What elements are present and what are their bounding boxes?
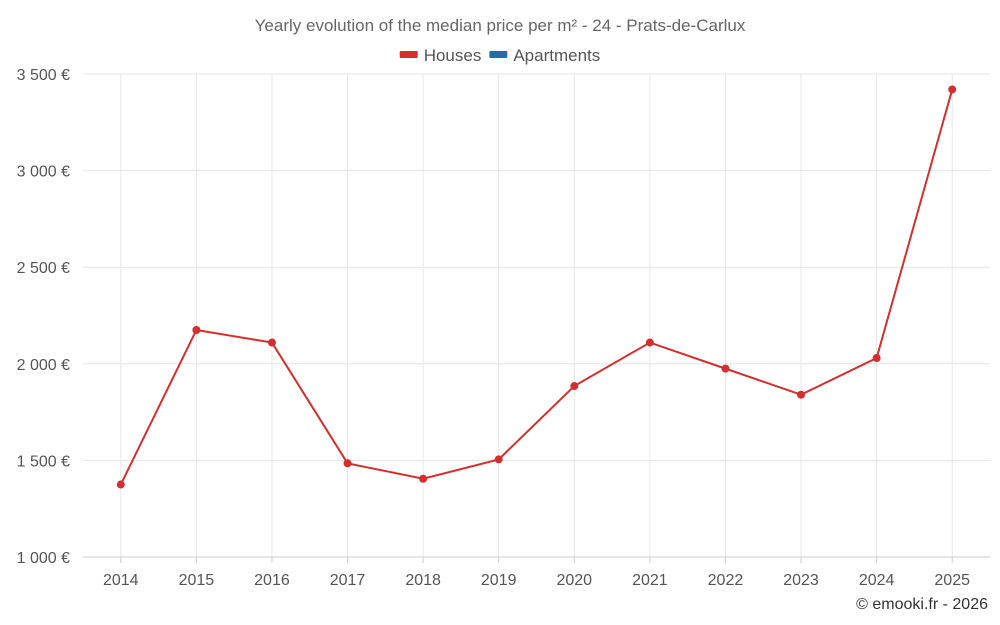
y-tick-label: 3 500 € bbox=[17, 67, 70, 84]
x-tick-label: 2020 bbox=[556, 572, 592, 589]
x-tick-label: 2016 bbox=[254, 572, 290, 589]
data-point[interactable] bbox=[645, 338, 654, 347]
legend-label: Houses bbox=[424, 46, 482, 65]
legend: Houses Apartments bbox=[399, 46, 600, 65]
data-point[interactable] bbox=[797, 390, 806, 399]
data-point[interactable] bbox=[494, 455, 503, 464]
x-tick-label: 2015 bbox=[179, 572, 215, 589]
y-tick-label: 2 500 € bbox=[17, 260, 70, 277]
data-point[interactable] bbox=[872, 354, 881, 363]
data-point[interactable] bbox=[192, 325, 201, 334]
x-tick-label: 2023 bbox=[783, 572, 819, 589]
series-line-houses bbox=[119, 89, 954, 485]
x-tick-label: 2025 bbox=[934, 572, 970, 589]
data-point[interactable] bbox=[343, 459, 352, 468]
data-point[interactable] bbox=[948, 85, 957, 94]
y-tick-label: 3 000 € bbox=[17, 164, 70, 181]
data-point[interactable] bbox=[116, 480, 125, 489]
legend-label: Apartments bbox=[513, 46, 600, 65]
data-point[interactable] bbox=[570, 382, 579, 391]
series-group bbox=[116, 85, 957, 489]
legend-item-apartments[interactable]: Apartments bbox=[489, 46, 600, 65]
chart-title: Yearly evolution of the median price per… bbox=[255, 16, 746, 35]
x-tick-label: 2019 bbox=[481, 572, 517, 589]
y-tick-label: 1 000 € bbox=[17, 550, 70, 567]
x-tick-label: 2024 bbox=[859, 572, 895, 589]
data-point[interactable] bbox=[419, 474, 428, 483]
x-tick-label: 2021 bbox=[632, 572, 668, 589]
y-axis: 1 000 € 1 500 € 2 000 € 2 500 € 3 000 € 3 500… bbox=[17, 67, 70, 567]
y-tick-label: 1 500 € bbox=[17, 453, 70, 470]
x-tick-label: 2022 bbox=[708, 572, 744, 589]
gridlines bbox=[83, 73, 990, 558]
credit-text: © emooki.fr - 2026 bbox=[856, 596, 988, 613]
x-tick-label: 2014 bbox=[103, 572, 139, 589]
y-tick-label: 2 000 € bbox=[17, 357, 70, 374]
legend-swatch bbox=[399, 51, 418, 58]
x-tick-label: 2017 bbox=[330, 572, 366, 589]
legend-item-houses[interactable]: Houses bbox=[399, 46, 482, 65]
legend-swatch bbox=[489, 51, 508, 58]
x-axis: 2014 2015 2016 2017 2018 2019 2020 2021 2022 2023… bbox=[83, 556, 990, 589]
x-tick-label: 2018 bbox=[405, 572, 441, 589]
data-point[interactable] bbox=[267, 338, 276, 347]
data-point[interactable] bbox=[721, 364, 730, 373]
